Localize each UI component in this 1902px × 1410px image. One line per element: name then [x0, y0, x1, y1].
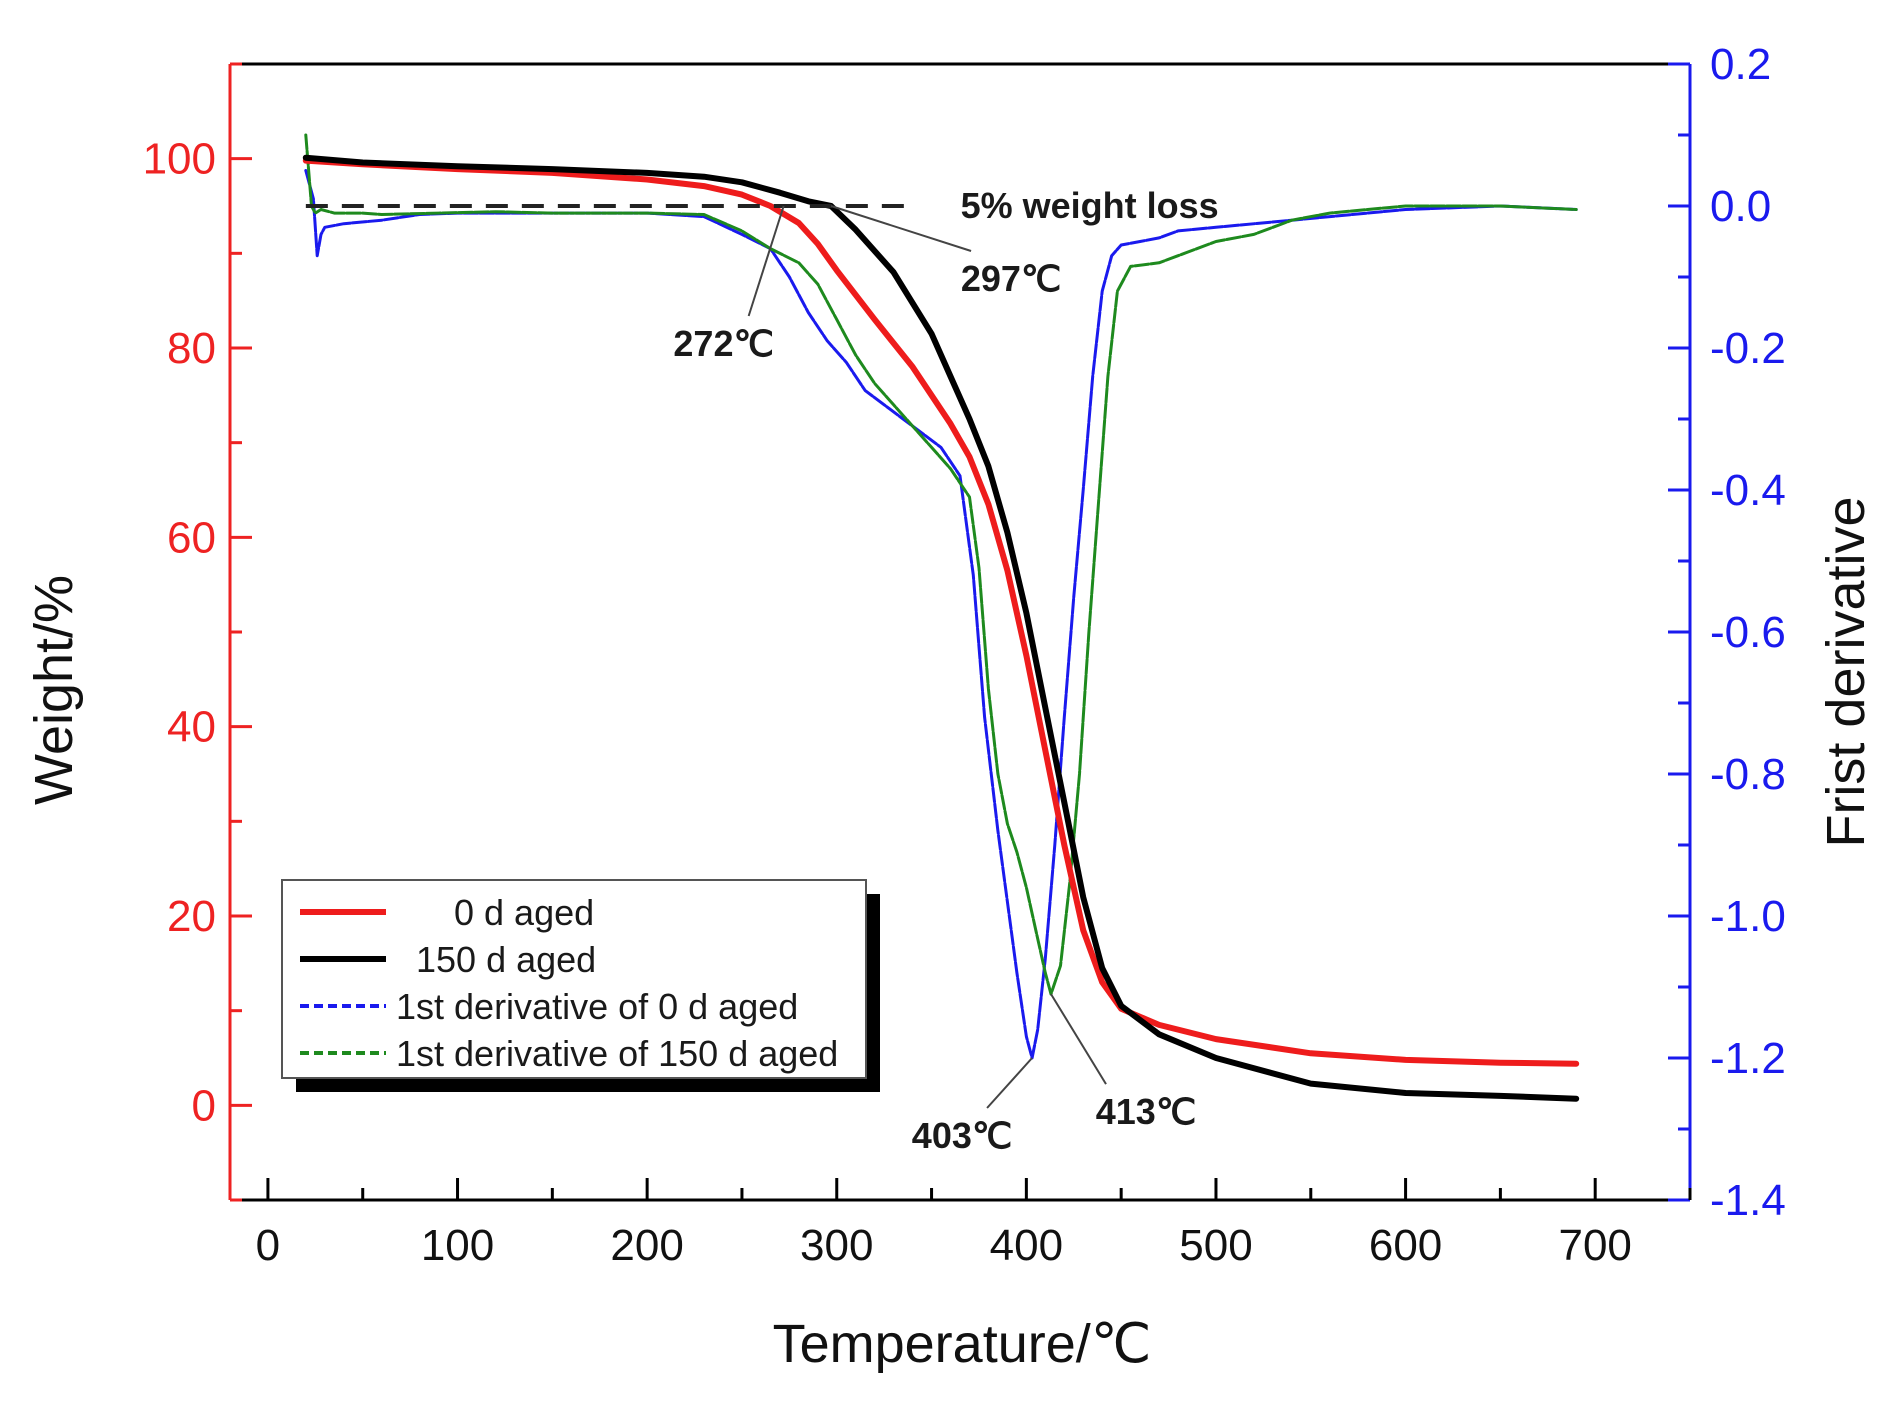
x-tick-label: 200 — [610, 1221, 683, 1270]
left-y-axis-title: Weight/% — [24, 575, 84, 805]
x-tick-label: 300 — [800, 1221, 873, 1270]
annotation-leader — [830, 205, 972, 252]
bottom-axis: 0 100 200 300 400 500 600 700 — [256, 1178, 1692, 1270]
series-group — [302, 133, 1580, 1102]
right-axis: -1.4 -1.2 -1.0 -0.8 -0.6 -0.4 -0.2 0.0 0.2 — [1668, 40, 1786, 1225]
reference-line-label: 5% weight loss — [961, 185, 1219, 226]
left-tick-label: 20 — [167, 892, 216, 941]
left-tick-label: 60 — [167, 513, 216, 562]
series-line-1st-derivative-of-150-d-aged — [304, 133, 1578, 996]
annotation-group: 272℃ 297℃ 403℃ 413℃ — [673, 205, 1197, 1156]
right-tick-label: -0.2 — [1710, 324, 1786, 373]
annotation-label: 297℃ — [961, 258, 1062, 299]
right-tick-label: -0.6 — [1710, 608, 1786, 657]
right-tick-label: 0.2 — [1710, 40, 1771, 89]
annotation-label: 272℃ — [673, 323, 774, 364]
right-tick-label: -1.2 — [1710, 1034, 1786, 1083]
left-axis: 0 20 40 60 80 100 — [143, 62, 252, 1202]
reference-line-group: 5% weight loss — [305, 185, 1219, 226]
right-tick-label: -0.8 — [1710, 750, 1786, 799]
x-tick-label: 0 — [256, 1221, 280, 1270]
right-tick-label: -1.0 — [1710, 892, 1786, 941]
annotation-leader — [1050, 993, 1107, 1085]
annotation-label: 413℃ — [1096, 1091, 1197, 1132]
right-y-axis-title: Frist derivative — [1816, 496, 1876, 847]
legend-label-3: 1st derivative of 150 d aged — [396, 1033, 838, 1074]
right-tick-label: -1.4 — [1710, 1176, 1786, 1225]
annotation-leader — [747, 205, 785, 317]
x-tick-label: 700 — [1558, 1221, 1631, 1270]
x-tick-label: 400 — [990, 1221, 1063, 1270]
left-tick-label: 100 — [143, 135, 216, 184]
x-axis-title: Temperature/℃ — [773, 1314, 1152, 1374]
x-tick-label: 500 — [1179, 1221, 1252, 1270]
right-tick-label: -0.4 — [1710, 466, 1786, 515]
left-tick-label: 40 — [167, 703, 216, 752]
right-tick-label: 0.0 — [1710, 182, 1771, 231]
annotation-label: 403℃ — [912, 1115, 1013, 1156]
x-tick-label: 100 — [421, 1221, 494, 1270]
left-tick-label: 0 — [192, 1081, 216, 1130]
series-line-0-d-aged — [302, 157, 1580, 1067]
legend-label-0: 0 d aged — [454, 892, 594, 933]
annotation-leader — [986, 1057, 1033, 1109]
left-tick-label: 80 — [167, 324, 216, 373]
x-tick-label: 600 — [1369, 1221, 1442, 1270]
legend-label-1: 150 d aged — [416, 939, 596, 980]
legend: 0 d aged 150 d aged 1st derivative of 0 d … — [281, 879, 880, 1092]
legend-label-2: 1st derivative of 0 d aged — [396, 986, 798, 1027]
series-line-150-d-aged — [302, 154, 1580, 1102]
